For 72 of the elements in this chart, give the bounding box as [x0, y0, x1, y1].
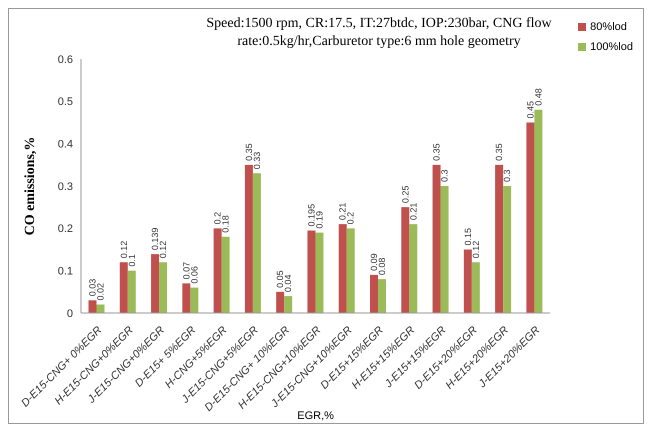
data-label: 0.12 [158, 240, 168, 258]
bar [495, 164, 504, 313]
bar [222, 236, 230, 313]
y-tick-label: 0.5 [58, 96, 73, 108]
data-label: 0.05 [275, 270, 286, 288]
data-label: 0.09 [369, 253, 380, 271]
data-label: 0.19 [314, 211, 324, 229]
data-label: 0.25 [400, 186, 410, 204]
bar [190, 288, 198, 313]
bar [409, 224, 418, 313]
data-label: 0.2 [212, 212, 223, 224]
bar [346, 228, 355, 313]
data-label: 0.03 [88, 278, 98, 296]
y-axis-title: CO emissions,% [22, 136, 38, 236]
y-tick-label: 0 [66, 308, 73, 320]
bar [120, 262, 128, 313]
bar [440, 186, 449, 313]
data-label: 0.2 [346, 212, 356, 224]
bar [526, 122, 534, 313]
data-label: 0.18 [220, 215, 231, 233]
bar [307, 230, 316, 313]
data-label: 0.35 [494, 143, 504, 161]
bar [464, 250, 472, 313]
data-label: 0.06 [189, 266, 200, 284]
y-tick-label: 0.2 [58, 223, 73, 236]
legend-label: 100%lod [590, 41, 633, 53]
data-label: 0.139 [150, 228, 160, 250]
chart-title: Speed:1500 rpm, CR:17.5, IT:27btdc, IOP:230bar, CNG flow rate:0.5kg/hr,Carburetor type:6 mm hole geometry [206, 16, 552, 49]
data-label: 0.21 [408, 202, 418, 220]
bar [276, 292, 284, 313]
y-tick-label: 0.1 [58, 266, 73, 278]
data-label: 0.15 [462, 228, 473, 246]
y-tick-label: 0.4 [58, 138, 73, 151]
bar [401, 207, 410, 313]
bar [244, 164, 253, 313]
bar [96, 304, 105, 313]
legend-label: 80%lod [590, 21, 627, 33]
x-axis-title: EGR,% [297, 410, 334, 422]
bar [338, 224, 347, 313]
data-label: 0.35 [244, 143, 254, 161]
bar [252, 173, 261, 313]
bar [128, 270, 136, 313]
data-label: 0.02 [96, 283, 106, 301]
bar [159, 262, 168, 313]
y-tick-label: 0.3 [58, 180, 73, 193]
data-label: 0.195 [306, 204, 316, 226]
data-label: 0.07 [181, 262, 192, 280]
bar [214, 228, 222, 313]
bar [503, 186, 512, 313]
bar [370, 274, 378, 313]
bar [151, 254, 160, 313]
data-label: 0.48 [533, 88, 544, 106]
bar [284, 296, 292, 313]
data-label: 0.1 [126, 254, 137, 267]
data-label: 0.3 [502, 169, 512, 182]
data-label: 0.12 [118, 240, 129, 258]
bar [315, 232, 324, 313]
data-label: 0.08 [377, 258, 388, 276]
data-label: 0.45 [525, 100, 536, 118]
bar [472, 262, 480, 313]
bar [182, 283, 190, 313]
data-label: 0.33 [252, 152, 262, 170]
data-label: 0.35 [432, 143, 442, 161]
bar [378, 279, 386, 313]
data-label: 0.12 [470, 240, 481, 258]
data-label: 0.04 [283, 274, 294, 292]
bar [88, 300, 97, 313]
data-label: 0.3 [440, 169, 450, 182]
bar [432, 164, 441, 313]
bar [534, 110, 542, 313]
y-tick-label: 0.6 [58, 54, 73, 66]
data-label: 0.21 [338, 202, 348, 220]
